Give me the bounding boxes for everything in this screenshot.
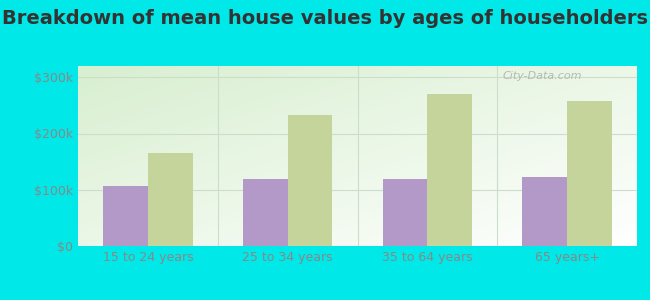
Text: City-Data.com: City-Data.com xyxy=(503,71,582,81)
Bar xyxy=(428,94,472,246)
Bar xyxy=(383,179,428,246)
Bar xyxy=(103,186,148,246)
Bar xyxy=(567,101,612,246)
Text: Breakdown of mean house values by ages of householders: Breakdown of mean house values by ages o… xyxy=(2,9,648,28)
Bar xyxy=(148,153,192,246)
Bar xyxy=(287,116,332,246)
Bar xyxy=(243,178,287,246)
Bar xyxy=(523,177,567,246)
